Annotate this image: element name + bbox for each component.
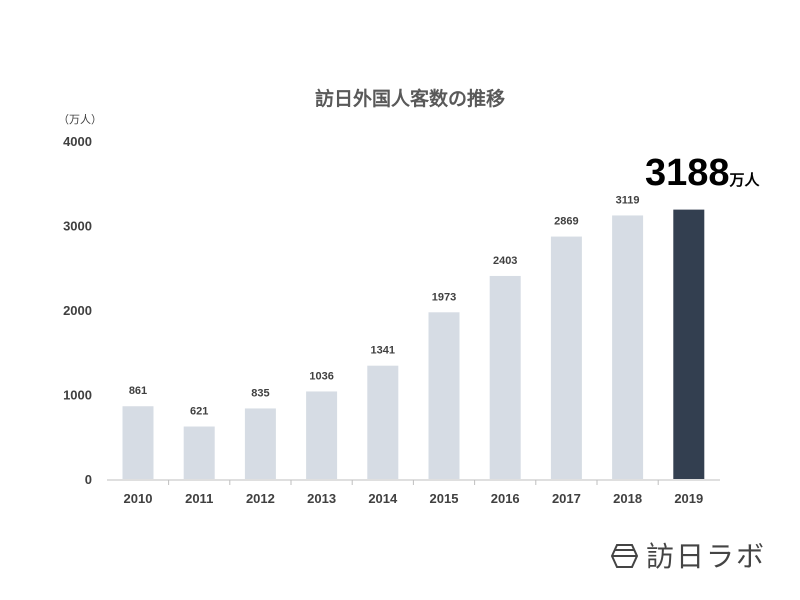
- y-axis-unit: （万人）: [58, 113, 102, 126]
- x-tick-label: 2018: [613, 491, 642, 506]
- x-tick-label: 2010: [124, 491, 153, 506]
- data-label: 3119: [616, 194, 640, 206]
- x-tick-label: 2015: [430, 491, 459, 506]
- bar-2014: [367, 365, 399, 479]
- data-label: 621: [190, 406, 208, 418]
- data-label: 1973: [432, 291, 456, 303]
- data-label: 1341: [371, 345, 395, 357]
- bar-2011: [183, 426, 215, 479]
- data-label: 2869: [554, 216, 578, 228]
- x-tick-label: 2019: [674, 491, 703, 506]
- bar-2013: [306, 391, 338, 479]
- bar-2018: [612, 215, 644, 479]
- x-tick-label: 2012: [246, 491, 275, 506]
- bar-2016: [489, 275, 521, 479]
- bar-2015: [428, 312, 460, 479]
- bar-2010: [122, 406, 154, 479]
- highlight-value: 3188: [645, 152, 730, 194]
- data-label: 861: [129, 385, 147, 397]
- x-tick-label: 2016: [491, 491, 520, 506]
- y-tick-label: 1000: [63, 388, 92, 403]
- data-label: 835: [251, 387, 269, 399]
- data-label: 2403: [493, 255, 517, 267]
- data-label: 1036: [309, 370, 333, 382]
- x-tick-label: 2011: [185, 491, 213, 506]
- bar-2017: [550, 236, 582, 479]
- x-tick-label: 2014: [368, 491, 398, 506]
- logo-text: 訪日ラボ: [646, 540, 766, 573]
- y-tick-label: 3000: [63, 219, 92, 234]
- y-tick-label: 2000: [63, 303, 92, 318]
- highlight-callout: 3188万人: [645, 152, 761, 194]
- x-tick-label: 2017: [552, 491, 581, 506]
- logo-icon: [610, 544, 639, 568]
- x-tick-label: 2013: [307, 491, 336, 506]
- logo: 訪日ラボ: [610, 540, 766, 573]
- chart-title: 訪日外国人客数の推移: [315, 87, 505, 110]
- highlight-unit: 万人: [729, 171, 761, 189]
- y-tick-label: 0: [85, 472, 92, 487]
- bar-2012: [244, 408, 276, 479]
- y-tick-label: 4000: [63, 134, 92, 149]
- bar-2019: [673, 209, 705, 479]
